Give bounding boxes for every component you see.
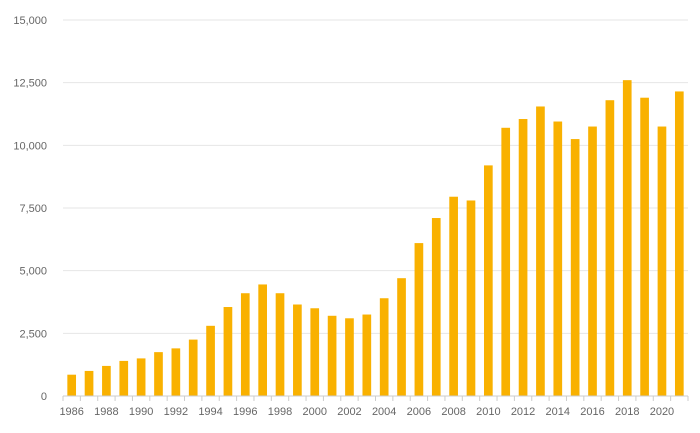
bar-1999 — [293, 304, 302, 396]
bar-2009 — [466, 200, 476, 396]
y-tick-label: 0 — [41, 391, 47, 403]
bar-2019 — [640, 97, 649, 396]
bar-1989 — [119, 360, 129, 396]
bar-1993 — [188, 339, 198, 396]
x-tick-label: 1990 — [129, 406, 153, 418]
y-tick-label: 12,500 — [13, 78, 47, 90]
bar-2001 — [327, 315, 337, 396]
bar-1987 — [84, 370, 94, 396]
x-tick-label: 2006 — [407, 406, 431, 418]
bar-2000 — [310, 308, 320, 396]
x-axis-tick-labels: 1986 1988 1990 1992 1994 1996 1998 2000 2002 2004… — [59, 406, 674, 418]
x-tick-label: 1992 — [164, 406, 188, 418]
x-tick-label: 1998 — [268, 406, 292, 418]
bar-2006 — [414, 243, 424, 396]
bar-1986 — [67, 374, 77, 396]
bar-1997 — [258, 284, 267, 396]
bar-1998 — [275, 293, 285, 396]
y-tick-label: 2,500 — [19, 328, 47, 340]
bar-2011 — [501, 127, 511, 396]
x-tick-label: 1994 — [198, 406, 222, 418]
x-axis-ticks — [62, 396, 689, 401]
x-tick-label: 1988 — [94, 406, 118, 418]
x-tick-label: 1996 — [233, 406, 257, 418]
bar-2018 — [622, 80, 632, 396]
bar-1990 — [136, 358, 146, 396]
bar-2008 — [449, 196, 458, 396]
bar-2021 — [674, 91, 684, 396]
x-tick-label: 2014 — [546, 406, 570, 418]
bar-1995 — [223, 307, 233, 396]
y-axis-tick-labels: 0 2,500 5,000 7,500 10,000 12,500 15,000 — [13, 15, 47, 403]
bar-2002 — [345, 318, 354, 396]
y-tick-label: 15,000 — [13, 15, 47, 27]
bar-2004 — [379, 298, 389, 396]
bar-2015 — [570, 139, 580, 397]
grid-lines — [63, 19, 688, 334]
x-tick-label: 2018 — [615, 406, 639, 418]
bar-1996 — [240, 293, 250, 396]
x-tick-label: 2000 — [302, 406, 326, 418]
bar-2013 — [536, 106, 545, 396]
bars — [67, 80, 684, 397]
x-tick-label: 2010 — [476, 406, 500, 418]
x-tick-label: 2012 — [511, 406, 535, 418]
x-tick-label: 2002 — [337, 406, 361, 418]
bar-2003 — [362, 314, 372, 396]
bar-2017 — [605, 100, 615, 397]
bar-2014 — [553, 121, 563, 397]
bar-1992 — [171, 348, 181, 396]
x-tick-label: 1986 — [59, 406, 83, 418]
bar-2010 — [484, 165, 493, 396]
x-tick-label: 2004 — [372, 406, 396, 418]
bar-2020 — [657, 126, 667, 397]
y-tick-label: 10,000 — [13, 140, 47, 152]
bar-2005 — [397, 278, 406, 396]
bar-1988 — [102, 365, 111, 396]
bar-1994 — [206, 325, 215, 396]
y-tick-label: 5,000 — [19, 266, 47, 278]
bar-1991 — [154, 352, 163, 396]
x-tick-label: 2020 — [650, 406, 674, 418]
y-tick-label: 7,500 — [19, 203, 47, 215]
bar-2016 — [588, 126, 597, 397]
x-tick-label: 2016 — [580, 406, 604, 418]
bar-2012 — [518, 119, 528, 396]
x-tick-label: 2008 — [441, 406, 465, 418]
bar-2007 — [431, 218, 441, 396]
